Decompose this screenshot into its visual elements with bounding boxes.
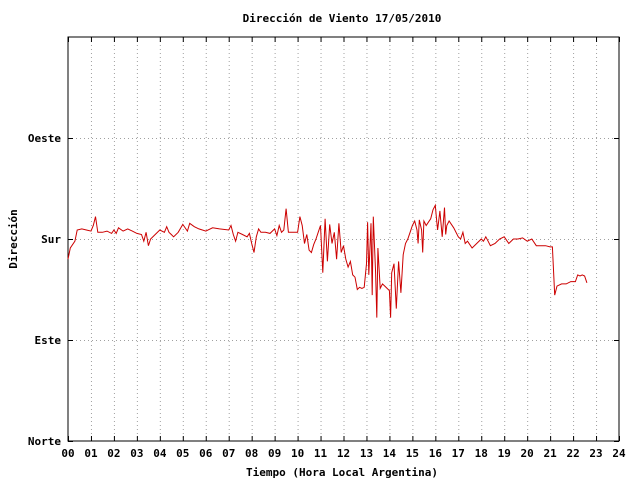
x-tick-label: 11 [314, 447, 328, 460]
y-tick-label: Oeste [28, 132, 61, 145]
x-tick-label: 17 [452, 447, 465, 460]
x-tick-label: 18 [475, 447, 488, 460]
x-tick-label: 00 [61, 447, 74, 460]
chart-ticks [68, 37, 620, 442]
x-tick-label: 04 [153, 447, 167, 460]
x-tick-label: 23 [589, 447, 602, 460]
chart-title: Dirección de Viento 17/05/2010 [243, 12, 442, 25]
y-tick-label: Sur [41, 233, 61, 246]
wind-direction-series-line [67, 203, 588, 318]
x-tick-label: 22 [566, 447, 579, 460]
x-tick-label: 16 [429, 447, 443, 460]
x-tick-label: 20 [521, 447, 534, 460]
x-tick-labels: 00 01 02 03 04 05 06 07 08 09 10 11 12 13 14 15 16 17 18 19… [61, 447, 626, 460]
y-tick-label: Este [35, 334, 62, 347]
x-tick-label: 13 [360, 447, 373, 460]
x-axis-label: Tiempo (Hora Local Argentina) [246, 466, 438, 479]
x-tick-label: 24 [612, 447, 626, 460]
x-tick-label: 05 [176, 447, 189, 460]
x-tick-label: 19 [498, 447, 511, 460]
x-tick-label: 10 [291, 447, 304, 460]
y-axis-label: Dirección [7, 209, 20, 269]
x-tick-label: 21 [544, 447, 558, 460]
y-tick-labels: Norte Este Sur Oeste [28, 132, 61, 448]
y-tick-label: Norte [28, 435, 61, 448]
x-tick-label: 14 [383, 447, 397, 460]
x-tick-label: 03 [130, 447, 143, 460]
x-tick-label: 15 [406, 447, 419, 460]
x-tick-label: 09 [268, 447, 281, 460]
x-tick-label: 06 [199, 447, 213, 460]
x-tick-label: 01 [84, 447, 98, 460]
x-tick-label: 02 [107, 447, 120, 460]
x-tick-label: 08 [245, 447, 258, 460]
x-tick-label: 07 [222, 447, 235, 460]
x-tick-label: 12 [337, 447, 350, 460]
chart-grid [68, 37, 619, 441]
